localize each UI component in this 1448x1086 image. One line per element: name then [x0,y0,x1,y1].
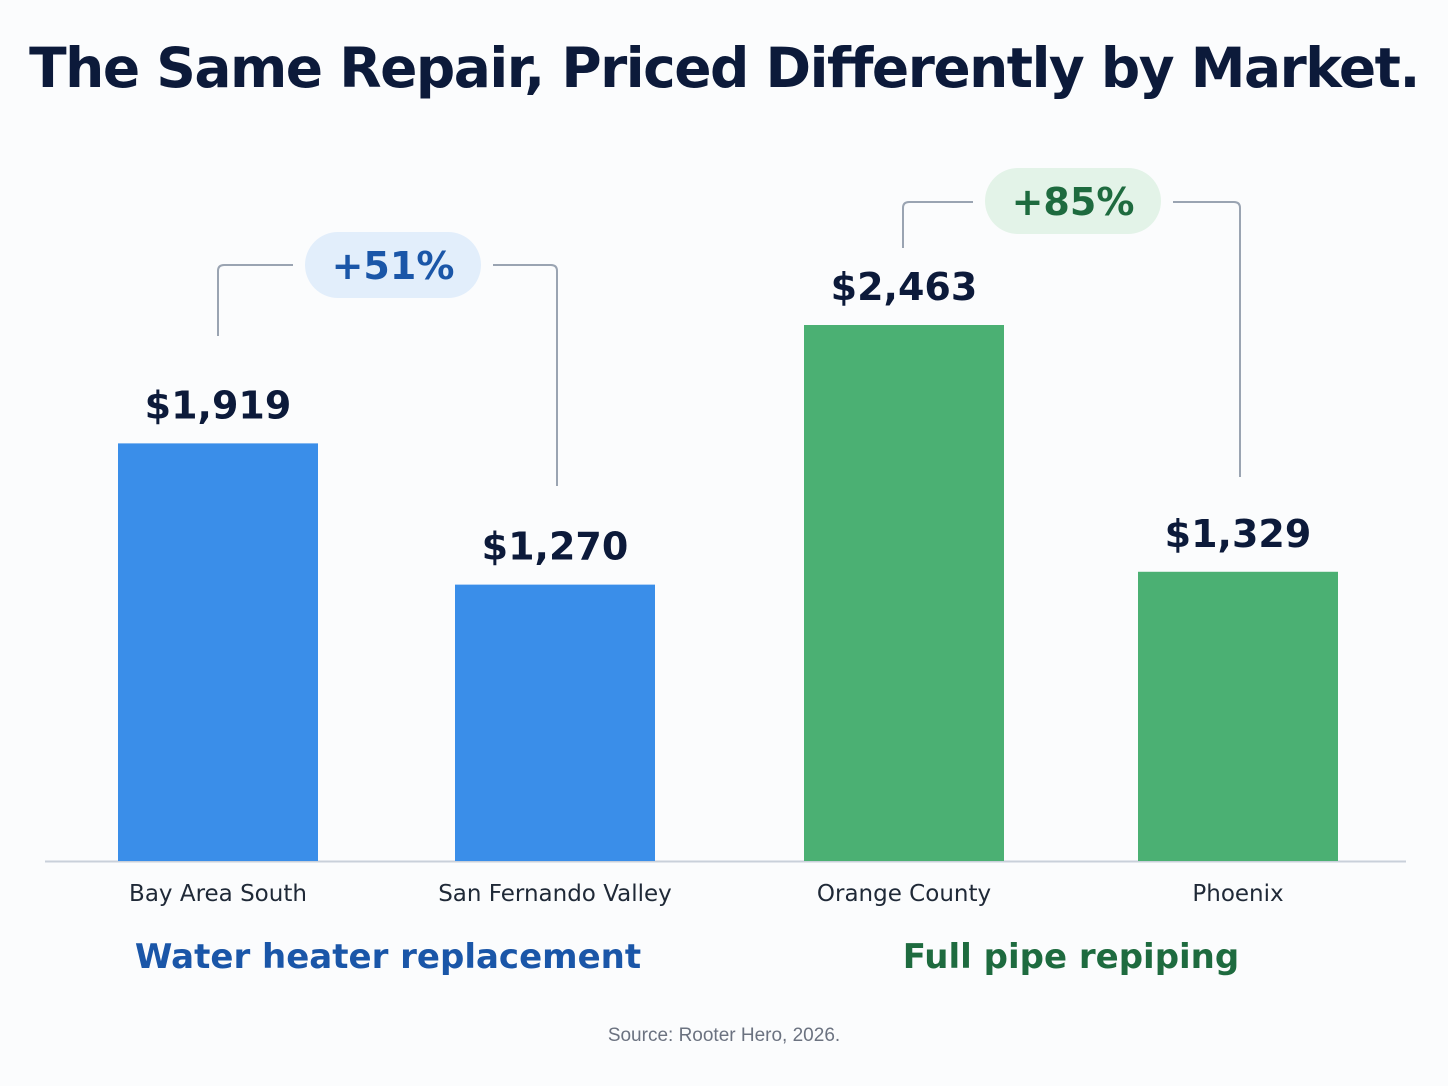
bar-value-label: $1,329 [1165,512,1312,556]
group-label: Water heater replacement [135,937,641,977]
difference-label: +51% [332,244,455,288]
bar-phoenix [1138,571,1338,861]
bar-value-label: $2,463 [831,265,978,309]
source-note: Source: Rooter Hero, 2026. [607,1025,841,1046]
bar-value-label: $1,270 [482,525,629,569]
difference-bracket-right [493,264,558,486]
category-label: Bay Area South [129,881,307,907]
difference-label: +85% [1012,180,1135,224]
group-label: Full pipe repiping [903,937,1239,977]
chart-title: The Same Repair, Priced Differently by M… [29,36,1420,100]
category-label: Phoenix [1192,881,1283,907]
category-label: San Fernando Valley [438,881,672,907]
difference-pill [305,232,481,298]
bar-san-fernando-valley [455,584,655,861]
difference-bracket-left [217,264,293,336]
difference-bracket-right [1173,201,1241,477]
difference-pill [985,168,1161,234]
category-label: Orange County [817,881,991,907]
bar-value-label: $1,919 [145,383,292,427]
difference-bracket-left [902,201,973,248]
bar-orange-county [804,325,1004,861]
bar-bay-area-south [118,443,318,861]
